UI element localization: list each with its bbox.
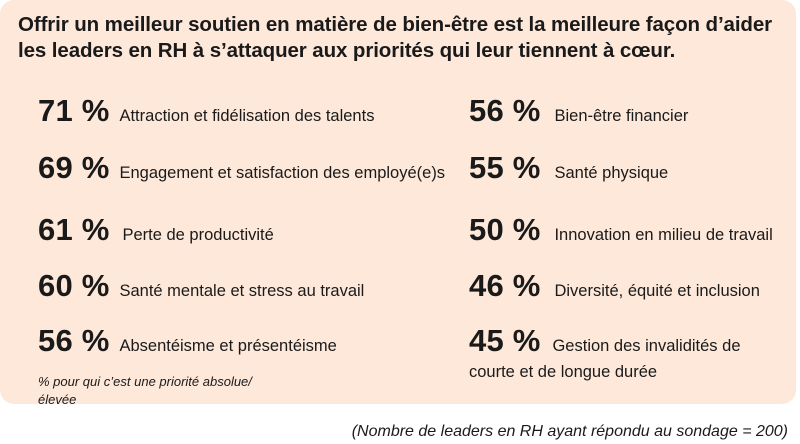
stat-percent: 50 %	[469, 212, 541, 247]
stat-item: 69 % Engagement et satisfaction des empl…	[38, 150, 445, 186]
stat-label: Attraction et fidélisation des talents	[119, 107, 375, 125]
priority-note: % pour qui c’est une priorité absolue/él…	[38, 374, 252, 407]
stat-percent: 55 %	[469, 150, 541, 185]
stat-label: Bien-être financier	[554, 107, 689, 125]
stat-label: Santé physique	[554, 164, 669, 182]
stat-item: 71 % Attraction et fidélisation des tale…	[38, 93, 374, 129]
stat-item: 60 % Santé mentale et stress au travail	[38, 268, 364, 304]
stat-label-continued: courte et de longue durée	[469, 363, 658, 381]
stat-percent: 61 %	[38, 212, 110, 247]
info-card: Offrir un meilleur soutien en matière de…	[0, 0, 796, 407]
stat-item: 56 % Bien-être financier	[469, 93, 688, 129]
stat-item: 50 % Innovation en milieu de travail	[469, 212, 773, 248]
stat-item: 55 % Santé physique	[469, 150, 668, 186]
stat-item: 61 % Perte de productivité	[38, 212, 274, 248]
stat-label: Santé mentale et stress au travail	[119, 282, 365, 300]
stat-percent: 45 %	[469, 323, 541, 358]
stat-percent: 71 %	[38, 93, 110, 128]
stat-label: Gestion des invalidités de	[552, 337, 741, 355]
stat-percent: 56 %	[469, 93, 541, 128]
stat-label: Innovation en milieu de travail	[554, 226, 773, 244]
card-title: Offrir un meilleur soutien en matière de…	[18, 13, 773, 62]
stat-item: 56 % Absentéisme et présentéisme	[38, 323, 337, 359]
stat-label: Absentéisme et présentéisme	[119, 337, 337, 355]
stat-percent: 60 %	[38, 268, 110, 303]
stat-label: Diversité, équité et inclusion	[554, 282, 760, 300]
stat-percent: 69 %	[38, 150, 110, 185]
stat-label: Engagement et satisfaction des employé(e…	[119, 164, 446, 182]
stat-label: Perte de productivité	[122, 226, 274, 244]
stat-item: 46 % Diversité, équité et inclusion	[469, 268, 760, 304]
survey-footnote: (Nombre de leaders en RH ayant répondu a…	[351, 423, 788, 440]
stat-item: 45 % Gestion des invalidités de courte e…	[469, 323, 769, 382]
stat-percent: 56 %	[38, 323, 110, 358]
stat-percent: 46 %	[469, 268, 541, 303]
